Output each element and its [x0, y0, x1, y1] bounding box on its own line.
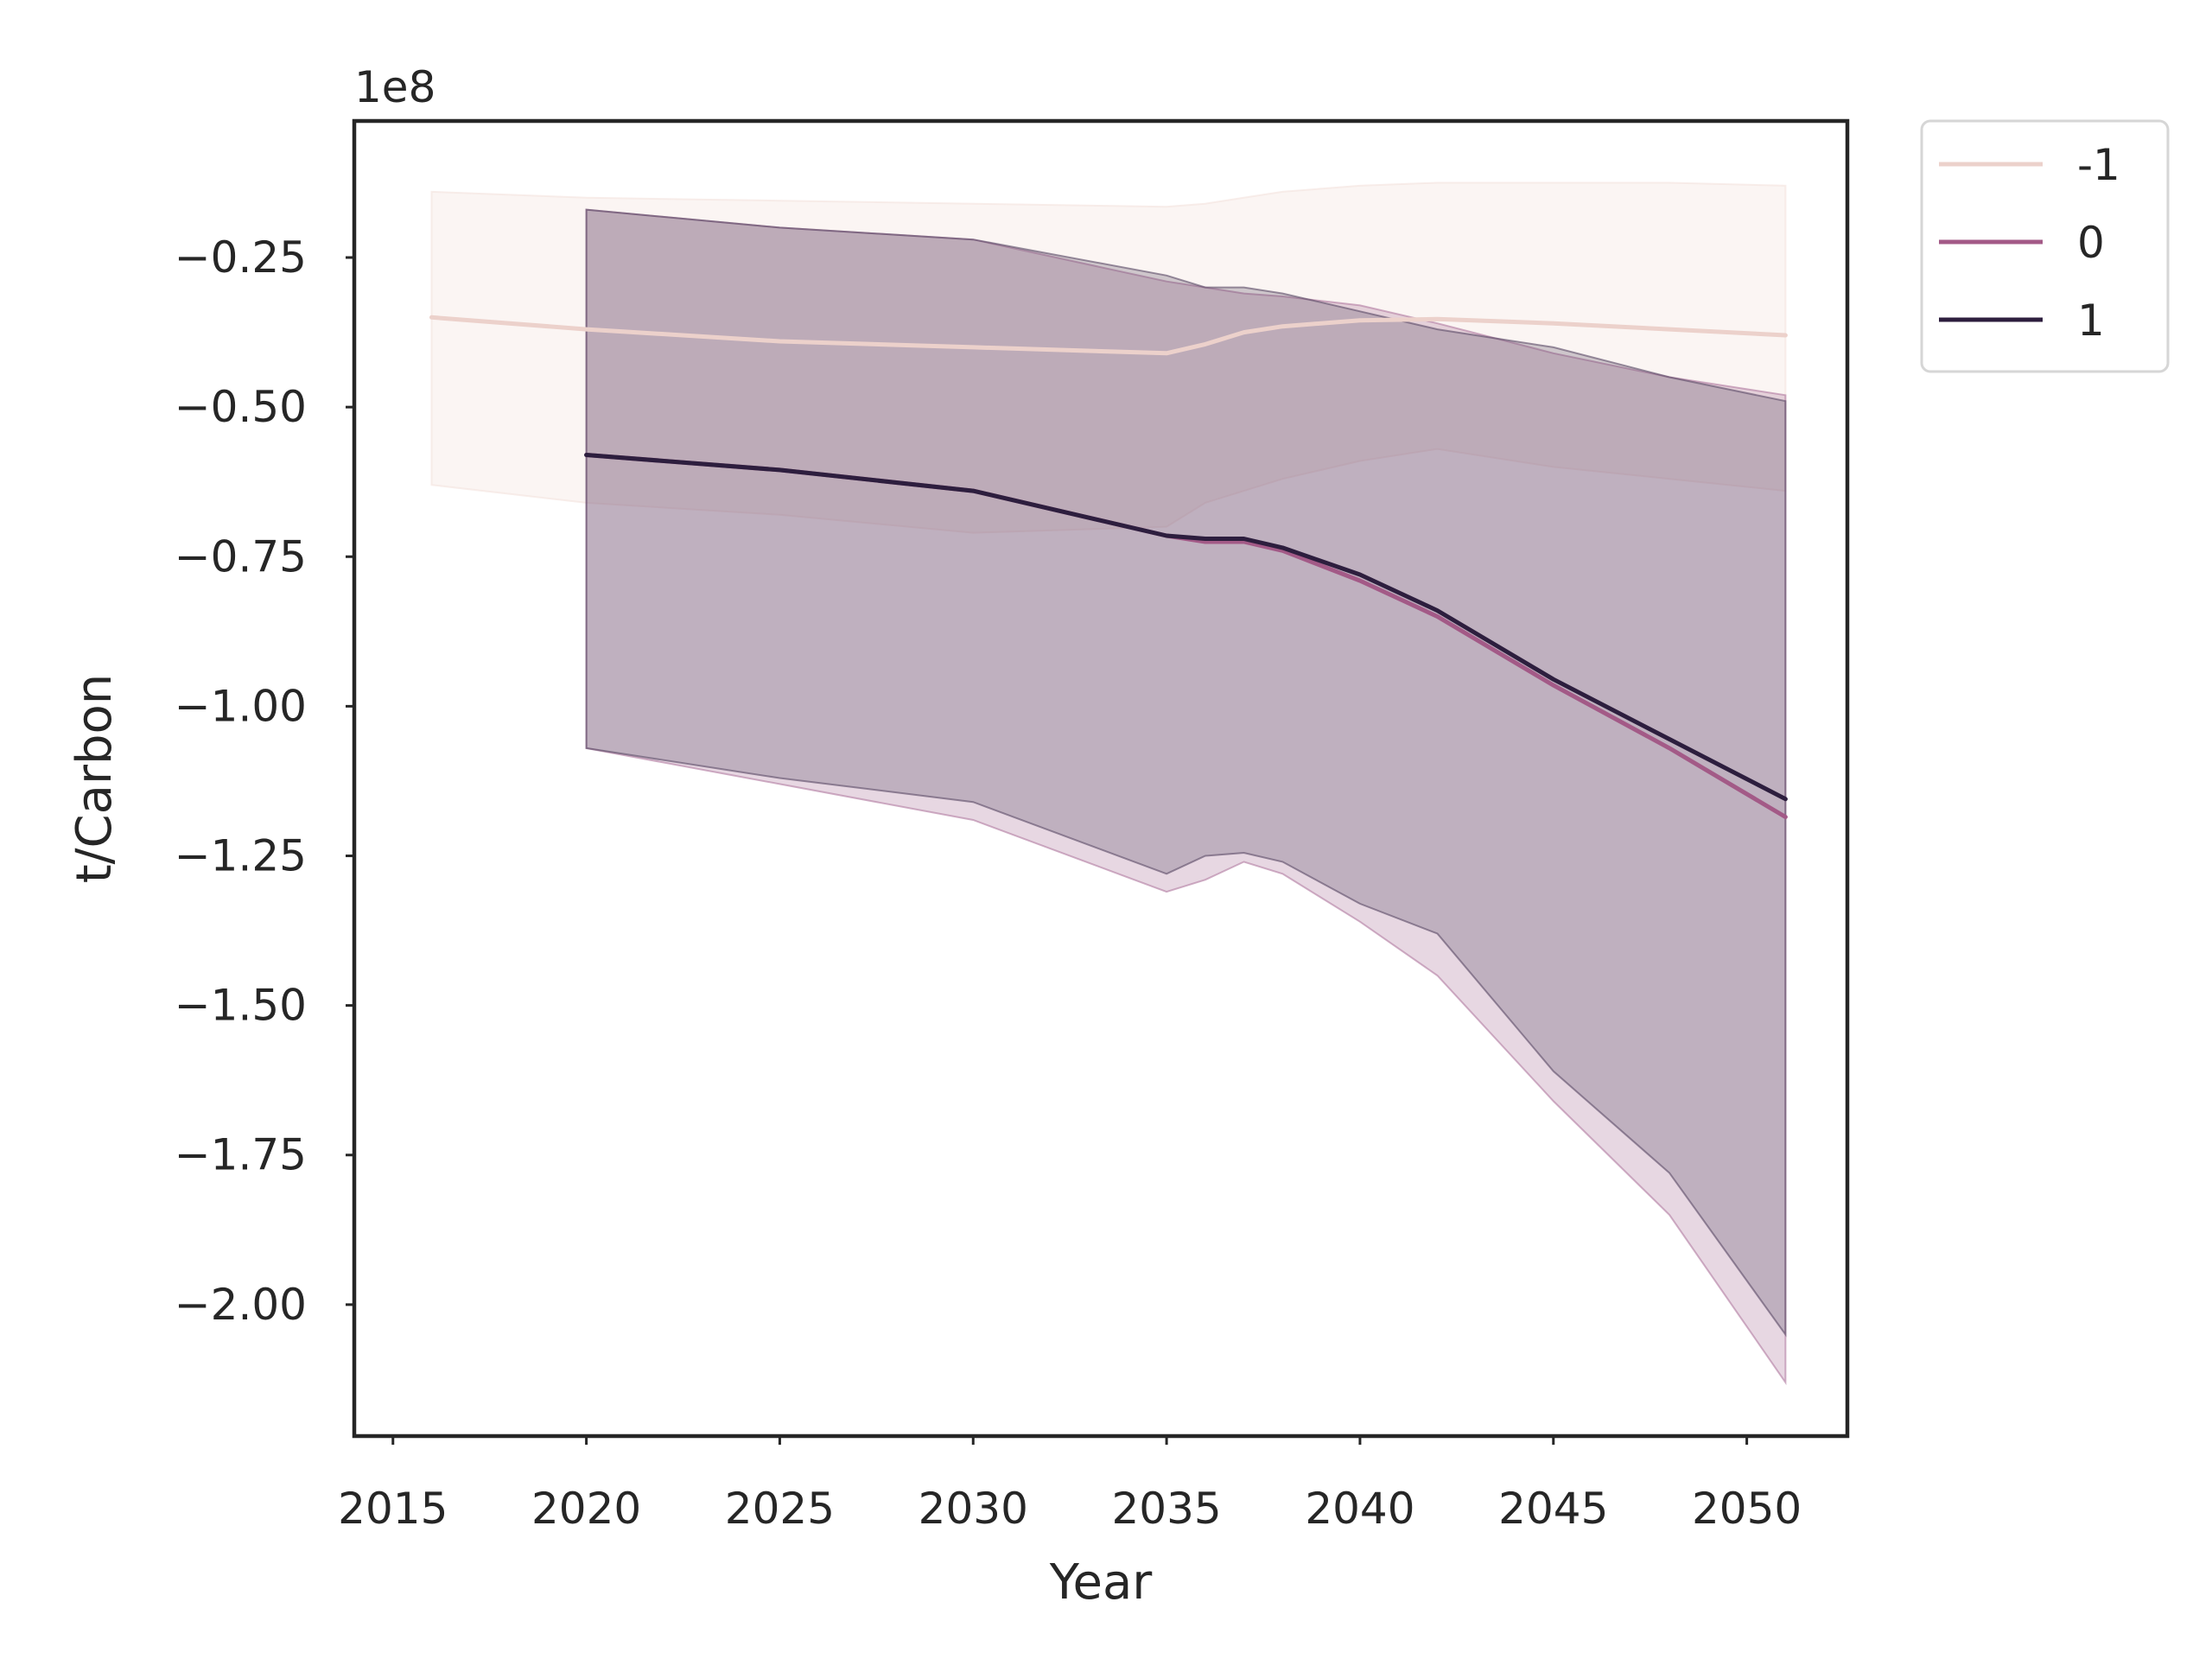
legend-label-1: 0: [2077, 218, 2105, 268]
confidence-bands: [430, 181, 1787, 1386]
band-series-2: [585, 208, 1787, 1338]
y-tick-label: −0.75: [175, 531, 307, 582]
legend-label-0: -1: [2077, 140, 2120, 190]
x-tick-label: 2020: [531, 1484, 641, 1534]
legend-label-2: 1: [2077, 296, 2105, 346]
y-tick-label: −0.50: [175, 382, 307, 432]
plot-frame: [352, 118, 1850, 1439]
series-lines: [429, 315, 1788, 819]
x-tick-label: 2050: [1692, 1484, 1802, 1534]
y-tick-label: −1.75: [175, 1130, 307, 1180]
x-axis-ticks: 2015 2020 2025 2030 2035 2040 2045 2050: [338, 1436, 1802, 1534]
x-axis-label: Year: [1049, 1554, 1154, 1611]
y-tick-label: −1.25: [175, 831, 307, 881]
line-series-2: [584, 453, 1788, 802]
y-tick-label: −1.00: [175, 681, 307, 731]
y-tick-label: −2.00: [175, 1280, 307, 1330]
x-tick-label: 2015: [338, 1484, 448, 1534]
y-axis-ticks: −0.25 −0.50 −0.75 −1.00 −1.25 −1.50 −1.75 −2.00: [175, 232, 354, 1330]
line-series-0: [429, 315, 1788, 356]
legend-box: [1920, 119, 2170, 373]
offset-label: 1e8: [354, 62, 435, 112]
x-tick-label: 2035: [1111, 1484, 1221, 1534]
y-tick-label: −0.25: [175, 232, 307, 283]
x-tick-label: 2025: [725, 1484, 835, 1534]
legend: -1 0 1: [1920, 119, 2170, 373]
x-tick-label: 2045: [1498, 1484, 1608, 1534]
y-tick-label: −1.50: [175, 981, 307, 1031]
y-axis-label: t/Carbon: [67, 674, 123, 884]
x-tick-label: 2040: [1305, 1484, 1414, 1534]
x-tick-label: 2030: [918, 1484, 1028, 1534]
